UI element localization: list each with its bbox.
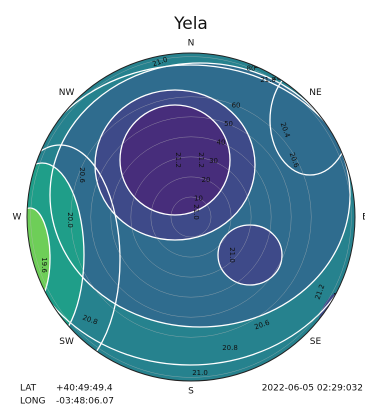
direction-label: SW (59, 337, 74, 347)
contour-line (119, 104, 231, 216)
ring (110, 136, 272, 298)
lat-value: +40:49:49.4 (56, 384, 113, 394)
chart-title: Yela (173, 14, 208, 34)
contour-label: 20.6 (78, 167, 86, 183)
ring (90, 116, 292, 318)
ring (70, 96, 312, 338)
ring-label: 60 (232, 101, 241, 109)
contour-label: 21.0 (192, 204, 200, 220)
direction-label: NW (59, 88, 75, 98)
ring-label: 50 (224, 120, 233, 128)
ring-label: 80 (247, 64, 256, 72)
contour-label: 21.2 (197, 152, 205, 168)
contour-label: 20.8 (222, 344, 238, 352)
direction-label: SE (310, 337, 322, 347)
contour-label: 21.2 (174, 152, 182, 168)
contour-label: 21.0 (260, 76, 276, 84)
direction-label: N (188, 39, 195, 49)
ring (30, 56, 352, 378)
ring-label: 30 (209, 157, 218, 165)
horizon (26, 52, 356, 382)
contour-label: 21.0 (228, 247, 236, 263)
direction-label: E (362, 213, 365, 223)
ring-label: 40 (217, 139, 226, 147)
long-label: LONG (20, 397, 46, 405)
contour-label: 20.0 (66, 212, 74, 228)
ring-label: 10 (194, 194, 203, 202)
contour-line (27, 64, 355, 366)
level-region (120, 105, 230, 215)
datetime: 2022-06-05 02:29:032 (262, 384, 363, 394)
contour-label: 21.0 (192, 369, 208, 377)
contour-line (94, 89, 256, 241)
contour-label: 20.8 (272, 74, 288, 82)
direction-label: NE (309, 88, 322, 98)
ring (130, 156, 252, 278)
level-region (218, 225, 282, 285)
contour-line (217, 224, 283, 286)
ring (170, 196, 212, 238)
ring (150, 176, 232, 258)
direction-label: W (13, 213, 22, 223)
ring-label: 20 (202, 176, 211, 184)
direction-label: S (188, 387, 194, 397)
contour-label: 19.6 (40, 257, 48, 273)
long-value: -03:48:06.07 (56, 397, 114, 405)
lat-label: LAT (20, 384, 37, 394)
